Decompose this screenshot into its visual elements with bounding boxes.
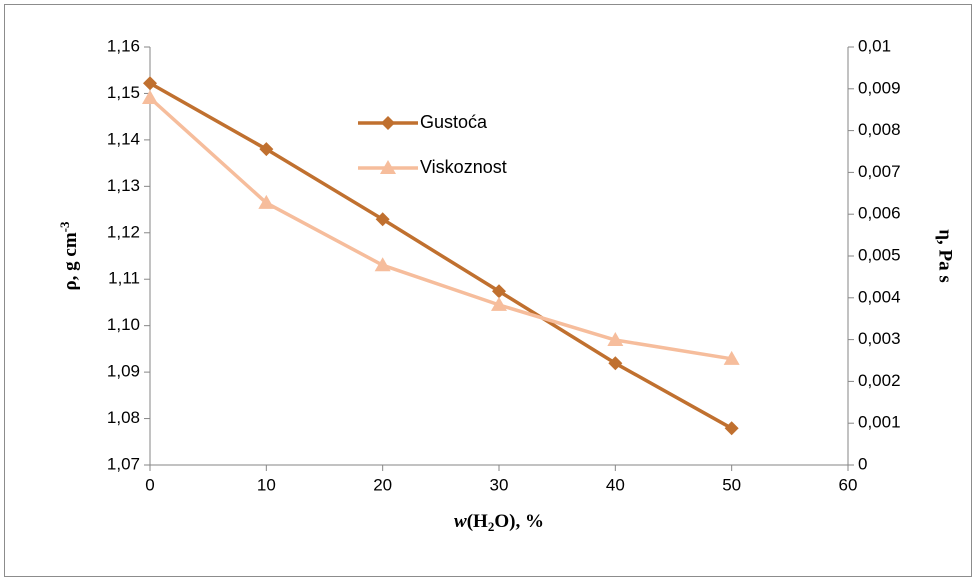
y2-tick-label: 0,005 [858,245,901,264]
marker [374,257,391,272]
legend-marker [381,116,395,130]
marker [143,76,157,91]
marker [258,194,275,209]
y-axis-label-part: ρ, g cm [60,232,81,290]
y2-tick-label: 0,004 [858,287,901,306]
marker [142,89,158,104]
x-tick-label: 50 [722,475,741,494]
y-tick-label: 1,13 [107,176,140,195]
x-tick-label: 10 [257,475,276,494]
y-tick-label: 1,08 [107,408,140,427]
x-tick-label: 0 [145,475,154,494]
y-tick-label: 1,11 [108,269,140,288]
marker [608,356,623,371]
y-tick-label: 1,15 [107,83,140,102]
legend-marker [380,160,396,174]
y-tick-label: 1,16 [107,36,140,55]
x-axis-label: w(H2O), % [454,511,544,534]
marker [491,296,507,311]
marker [492,284,506,299]
legend-label: Viskoznost [420,157,507,177]
y2-axis-label: η, Pa s [935,229,956,283]
y-tick-label: 1,07 [107,454,140,473]
y-tick-label: 1,10 [107,315,140,334]
y-tick-label: 1,12 [107,222,140,241]
marker [375,212,390,227]
x-tick-label: 60 [839,475,858,494]
y-tick-label: 1,14 [107,129,140,148]
y2-tick-label: 0,01 [858,36,891,55]
y2-tick-label: 0 [858,454,867,473]
x-axis-label-part: (H [467,511,488,532]
x-axis-label-part: O), % [494,511,544,532]
chart-frame [4,4,972,577]
series-line [149,81,733,430]
y2-tick-label: 0,009 [858,78,901,97]
x-tick-label: 40 [606,475,625,494]
x-tick-label: 20 [373,475,392,494]
y-axis-label-part: -3 [57,221,72,232]
y2-tick-label: 0,007 [858,162,901,181]
y2-tick-label: 0,006 [858,204,901,223]
marker [724,421,739,436]
legend-label: Gustoća [420,112,488,132]
y2-tick-label: 0,001 [858,413,901,432]
y2-tick-label: 0,003 [858,329,901,348]
series-line [148,96,732,361]
x-axis-label-part: w [454,511,467,532]
marker [607,332,624,347]
x-tick-label: 30 [490,475,509,494]
y2-tick-label: 0,002 [858,371,901,390]
marker [259,142,274,157]
y-axis-label: ρ, g cm-3 [57,221,81,291]
marker [723,350,740,365]
y-tick-label: 1,09 [107,362,140,381]
y2-tick-label: 0,008 [858,120,901,139]
x-axis-label-part: 2 [488,519,495,534]
